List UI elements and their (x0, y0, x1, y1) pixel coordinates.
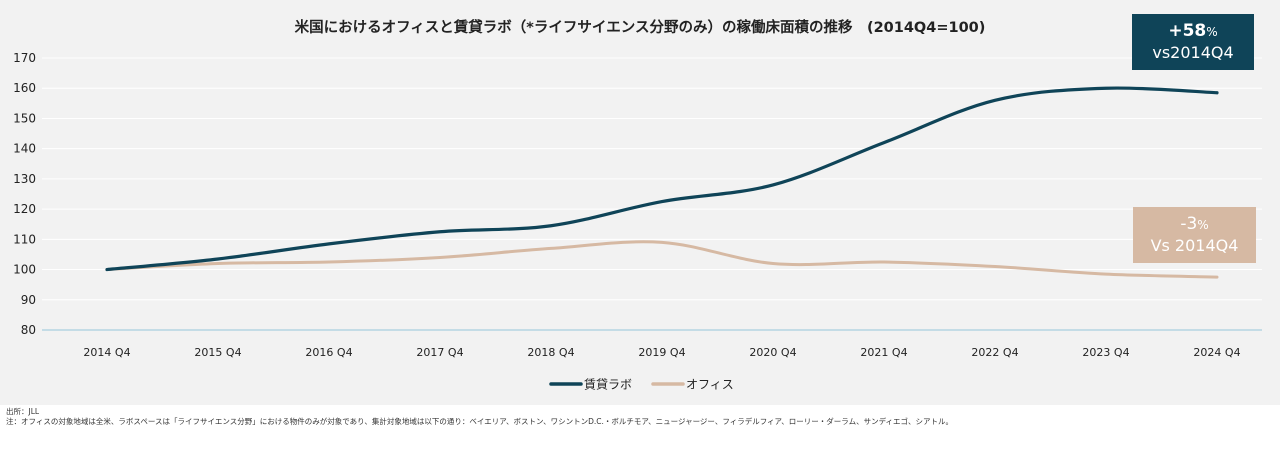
chart-title: 米国におけるオフィスと賃貸ラボ（*ライフサイエンス分野のみ）の稼働床面積の推移 … (295, 18, 986, 36)
y-tick-label: 120 (13, 202, 36, 216)
office-change-basis: Vs 2014Q4 (1150, 235, 1239, 255)
y-tick-label: 140 (13, 142, 36, 156)
y-tick-label: 130 (13, 172, 36, 186)
y-tick-label: 80 (21, 323, 36, 337)
lab-change-value: +58 (1168, 21, 1207, 42)
y-tick-label: 150 (13, 111, 36, 125)
scope-note: 注：オフィスの対象地域は全米、ラボスペースは「ライフサイエンス分野」における物件… (6, 417, 954, 426)
office-change-unit: % (1197, 218, 1209, 233)
office-change-value: -3 (1180, 214, 1198, 235)
y-tick-label: 90 (21, 293, 36, 307)
x-tick-label: 2020 Q4 (749, 346, 796, 359)
series-line-office (105, 240, 1219, 279)
footnotes: 出所：JLL 注：オフィスの対象地域は全米、ラボスペースは「ライフサイエンス分野… (6, 407, 1274, 427)
x-tick-label: 2021 Q4 (860, 346, 907, 359)
y-tick-label: 160 (13, 81, 36, 95)
source-note: 出所：JLL (6, 407, 40, 416)
x-tick-label: 2024 Q4 (1193, 346, 1240, 359)
x-tick-label: 2017 Q4 (416, 346, 463, 359)
series-line-lab (105, 86, 1219, 272)
legend-label: オフィス (686, 378, 734, 392)
x-tick-label: 2018 Q4 (527, 346, 574, 359)
chart-panel: 米国におけるオフィスと賃貸ラボ（*ライフサイエンス分野のみ）の稼働床面積の推移 … (0, 0, 1280, 405)
line-chart: 米国におけるオフィスと賃貸ラボ（*ライフサイエンス分野のみ）の稼働床面積の推移 … (13, 18, 1262, 392)
x-tick-label: 2015 Q4 (194, 346, 241, 359)
x-tick-label: 2023 Q4 (1082, 346, 1129, 359)
x-tick-label: 2014 Q4 (83, 346, 130, 359)
y-tick-label: 110 (13, 232, 36, 246)
x-tick-label: 2016 Q4 (305, 346, 352, 359)
x-tick-label: 2019 Q4 (638, 346, 685, 359)
y-tick-label: 100 (13, 263, 36, 277)
lab-change-badge: +58% vs2014Q4 (1132, 14, 1254, 70)
legend-label: 賃貸ラボ (584, 377, 632, 392)
office-change-badge: -3% Vs 2014Q4 (1133, 207, 1256, 263)
lab-change-unit: % (1206, 25, 1218, 40)
y-tick-label: 170 (13, 51, 36, 65)
lab-change-basis: vs2014Q4 (1152, 42, 1234, 62)
x-tick-label: 2022 Q4 (971, 346, 1018, 359)
